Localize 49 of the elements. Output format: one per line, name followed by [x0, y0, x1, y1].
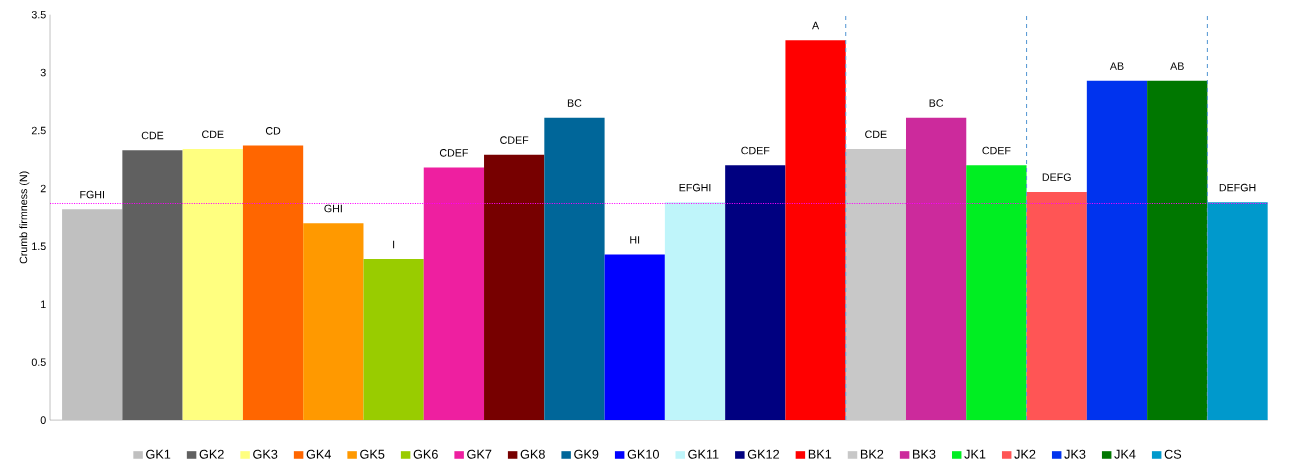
y-tick-label: 3	[40, 68, 46, 77]
legend-label: GK3	[253, 449, 278, 459]
annotation: GHI	[324, 204, 342, 213]
annotation: I	[393, 240, 395, 249]
legend-label: GK5	[360, 449, 385, 459]
annotation: A	[812, 21, 820, 30]
y-axis-title: Crumb firmness (N)	[19, 171, 30, 264]
y-tick-label: 3.5	[31, 11, 46, 19]
legend-label: GK1	[146, 449, 171, 459]
y-tick-label: 0	[40, 416, 46, 424]
y-tick-label: 1	[41, 300, 46, 309]
annotation: BC	[567, 99, 582, 107]
legend-label: GK11	[688, 449, 719, 459]
annotation: CDEF	[982, 146, 1011, 155]
legend-label: GK4	[306, 449, 331, 459]
y-tick-label: 2	[40, 184, 46, 193]
annotation: AB	[1170, 62, 1184, 70]
legend-label: GK7	[467, 449, 492, 459]
annotation: FGHI	[80, 190, 104, 199]
annotation: CDEF	[439, 149, 468, 157]
legend-label: JK3	[1064, 449, 1086, 459]
legend-label: GK12	[747, 449, 780, 459]
annotation: CDE	[865, 130, 887, 139]
legend-label: JK4	[1114, 449, 1136, 459]
legend-label: GK6	[413, 449, 438, 459]
annotation: CD	[265, 127, 281, 135]
legend-label: GK9	[574, 449, 599, 459]
annotation: CDE	[202, 130, 224, 139]
annotation: CDE	[141, 131, 164, 140]
legend-label: JK1	[964, 449, 986, 459]
annotation: EFGHI	[679, 183, 711, 192]
legend-label: GK10	[627, 449, 659, 459]
annotation: DEFGH	[1219, 183, 1256, 192]
legend-label: GK2	[199, 449, 224, 459]
y-tick-label: 0.5	[31, 358, 46, 367]
annotation: DEFG	[1042, 173, 1071, 182]
legend-label: BK2	[860, 449, 884, 459]
annotation: HI	[630, 236, 640, 244]
annotation: BC	[929, 99, 944, 107]
legend-label: BK1	[808, 449, 832, 459]
annotation: CDEF	[741, 146, 770, 155]
y-tick-label: 2.5	[31, 126, 46, 135]
legend-label: JK2	[1014, 449, 1036, 459]
annotation: CDEF	[500, 136, 529, 145]
annotation: AB	[1109, 62, 1124, 70]
legend-label: GK8	[520, 449, 545, 459]
legend-label: CS	[1164, 449, 1182, 459]
y-tick-label: 1.5	[32, 242, 46, 251]
legend-label: BK3	[913, 449, 936, 459]
